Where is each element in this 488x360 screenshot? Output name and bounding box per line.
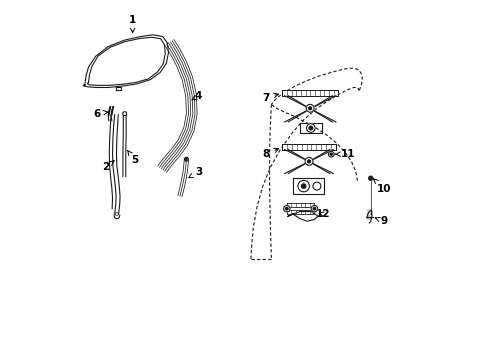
Circle shape	[185, 158, 187, 160]
Text: 1: 1	[129, 15, 136, 33]
Text: 6: 6	[94, 109, 108, 119]
Text: 7: 7	[262, 93, 278, 103]
Circle shape	[305, 104, 313, 112]
Circle shape	[307, 160, 310, 163]
Text: 5: 5	[127, 150, 139, 165]
Text: 10: 10	[373, 179, 391, 194]
Circle shape	[312, 207, 315, 210]
Circle shape	[283, 206, 289, 212]
Circle shape	[301, 184, 305, 188]
Circle shape	[310, 206, 317, 212]
Circle shape	[308, 107, 311, 110]
Text: 8: 8	[262, 148, 278, 159]
Circle shape	[308, 126, 312, 130]
Text: 4: 4	[192, 91, 202, 101]
Text: 11: 11	[335, 149, 355, 159]
Circle shape	[305, 157, 312, 165]
Circle shape	[328, 151, 333, 157]
Circle shape	[306, 124, 314, 132]
Text: 12: 12	[316, 209, 330, 219]
Text: 3: 3	[188, 167, 202, 178]
Polygon shape	[282, 90, 338, 96]
Circle shape	[297, 180, 309, 192]
Text: 2: 2	[102, 161, 114, 172]
Polygon shape	[286, 203, 314, 207]
Polygon shape	[282, 144, 335, 150]
Text: 9: 9	[374, 216, 387, 226]
Circle shape	[312, 182, 320, 190]
Polygon shape	[286, 211, 314, 214]
Circle shape	[285, 207, 287, 210]
Circle shape	[329, 153, 332, 155]
Circle shape	[368, 176, 372, 180]
